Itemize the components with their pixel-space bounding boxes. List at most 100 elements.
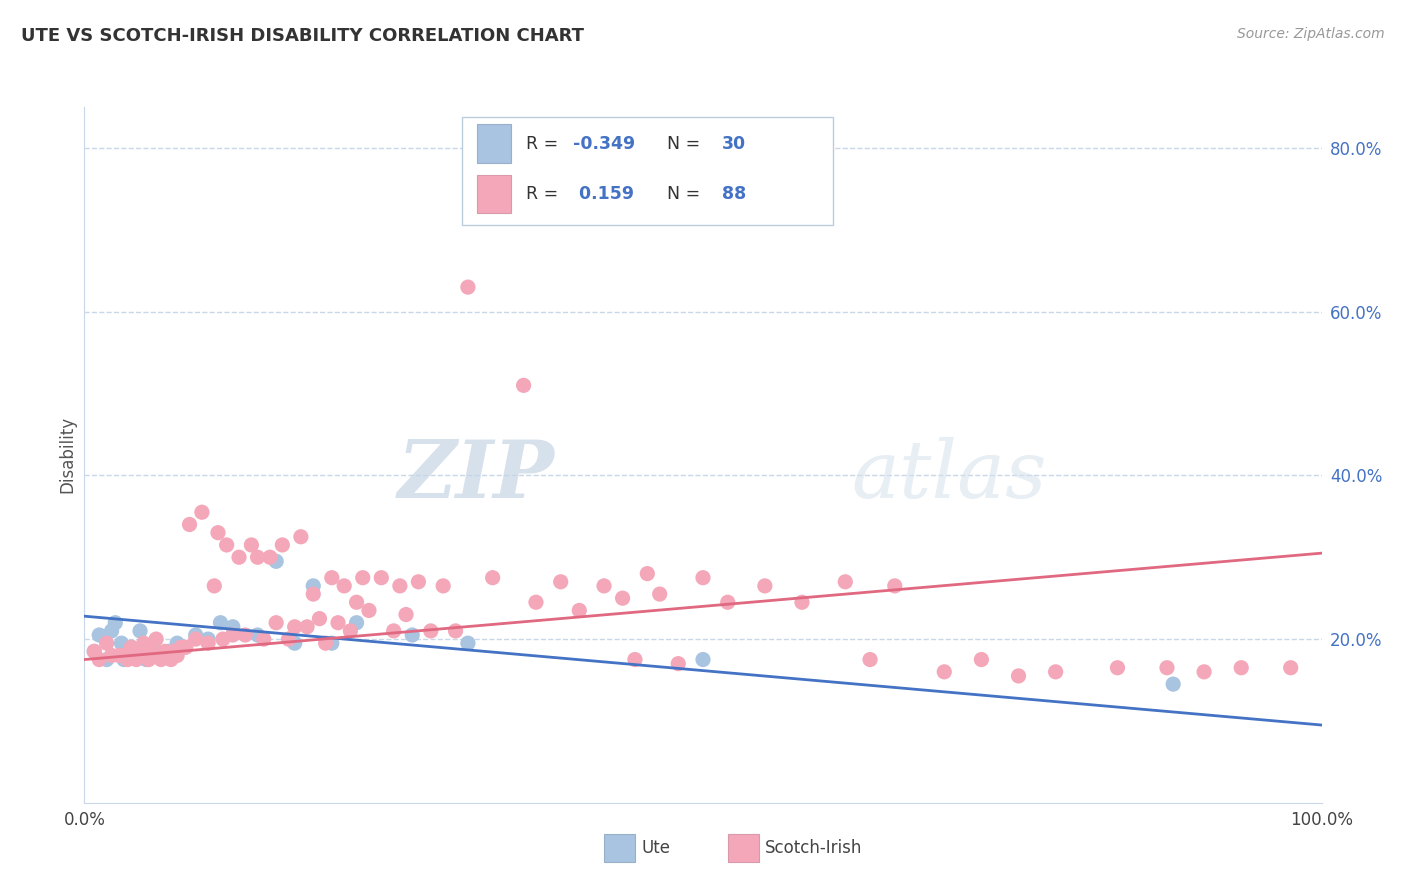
- Point: [253, 632, 276, 646]
- Point: [1156, 661, 1178, 675]
- Point: [132, 636, 155, 650]
- Point: [432, 579, 454, 593]
- Text: N =: N =: [657, 185, 706, 202]
- Point: [1045, 665, 1067, 679]
- Text: UTE VS SCOTCH-IRISH DISABILITY CORRELATION CHART: UTE VS SCOTCH-IRISH DISABILITY CORRELATI…: [21, 27, 583, 45]
- Point: [388, 579, 411, 593]
- Point: [264, 554, 287, 568]
- Point: [666, 657, 689, 671]
- Point: [346, 595, 368, 609]
- Point: [96, 652, 118, 666]
- Point: [1230, 661, 1253, 675]
- Point: [648, 587, 671, 601]
- Point: [568, 603, 591, 617]
- Point: [754, 579, 776, 593]
- Point: [166, 636, 188, 650]
- Point: [150, 652, 173, 666]
- Point: [112, 652, 135, 666]
- Point: [207, 525, 229, 540]
- FancyBboxPatch shape: [605, 834, 636, 862]
- Point: [240, 538, 263, 552]
- Point: [346, 615, 368, 630]
- Text: R =: R =: [526, 135, 564, 153]
- Point: [100, 624, 122, 638]
- Point: [129, 624, 152, 638]
- Point: [934, 665, 956, 679]
- Point: [401, 628, 423, 642]
- Text: 0.159: 0.159: [574, 185, 634, 202]
- Point: [174, 640, 197, 655]
- Point: [184, 628, 207, 642]
- Point: [790, 595, 813, 609]
- Text: Source: ZipAtlas.com: Source: ZipAtlas.com: [1237, 27, 1385, 41]
- Point: [321, 571, 343, 585]
- Point: [692, 571, 714, 585]
- Point: [184, 632, 207, 646]
- Point: [110, 636, 132, 650]
- FancyBboxPatch shape: [461, 118, 832, 226]
- Point: [339, 624, 361, 638]
- Point: [457, 636, 479, 650]
- Point: [859, 652, 882, 666]
- Point: [125, 652, 148, 666]
- Point: [308, 612, 330, 626]
- Point: [129, 648, 152, 663]
- Point: [834, 574, 856, 589]
- Point: [83, 644, 105, 658]
- Point: [284, 636, 307, 650]
- Point: [197, 636, 219, 650]
- Point: [408, 574, 430, 589]
- Point: [191, 505, 214, 519]
- Point: [481, 571, 503, 585]
- Point: [170, 640, 193, 655]
- Point: [120, 640, 142, 655]
- Point: [104, 615, 127, 630]
- Point: [162, 644, 184, 658]
- Point: [120, 640, 142, 655]
- Point: [96, 636, 118, 650]
- Point: [100, 648, 122, 663]
- Point: [246, 628, 269, 642]
- Point: [222, 620, 245, 634]
- Point: [357, 603, 380, 617]
- Text: Scotch-Irish: Scotch-Irish: [765, 839, 862, 857]
- Point: [1007, 669, 1029, 683]
- Point: [212, 632, 235, 646]
- Text: ZIP: ZIP: [398, 437, 554, 515]
- Point: [636, 566, 658, 581]
- Point: [1279, 661, 1302, 675]
- Point: [352, 571, 374, 585]
- Point: [166, 648, 188, 663]
- Point: [295, 620, 318, 634]
- Point: [284, 620, 307, 634]
- Point: [157, 644, 180, 658]
- Text: atlas: atlas: [852, 437, 1047, 515]
- Point: [138, 652, 160, 666]
- Point: [457, 280, 479, 294]
- Point: [271, 538, 294, 552]
- Point: [108, 648, 131, 663]
- Point: [970, 652, 993, 666]
- FancyBboxPatch shape: [477, 124, 512, 162]
- Point: [228, 550, 250, 565]
- Point: [141, 644, 163, 658]
- Point: [233, 628, 256, 642]
- Point: [524, 595, 547, 609]
- Point: [160, 652, 183, 666]
- Text: R =: R =: [526, 185, 564, 202]
- Point: [883, 579, 905, 593]
- Point: [83, 644, 105, 658]
- Point: [264, 615, 287, 630]
- Text: 30: 30: [721, 135, 745, 153]
- Point: [112, 648, 135, 663]
- Text: Ute: Ute: [641, 839, 671, 857]
- Point: [290, 530, 312, 544]
- Point: [624, 652, 647, 666]
- Point: [125, 644, 148, 658]
- Point: [172, 640, 194, 655]
- FancyBboxPatch shape: [477, 175, 512, 213]
- Point: [593, 579, 616, 593]
- FancyBboxPatch shape: [728, 834, 759, 862]
- Point: [512, 378, 534, 392]
- Point: [148, 648, 170, 663]
